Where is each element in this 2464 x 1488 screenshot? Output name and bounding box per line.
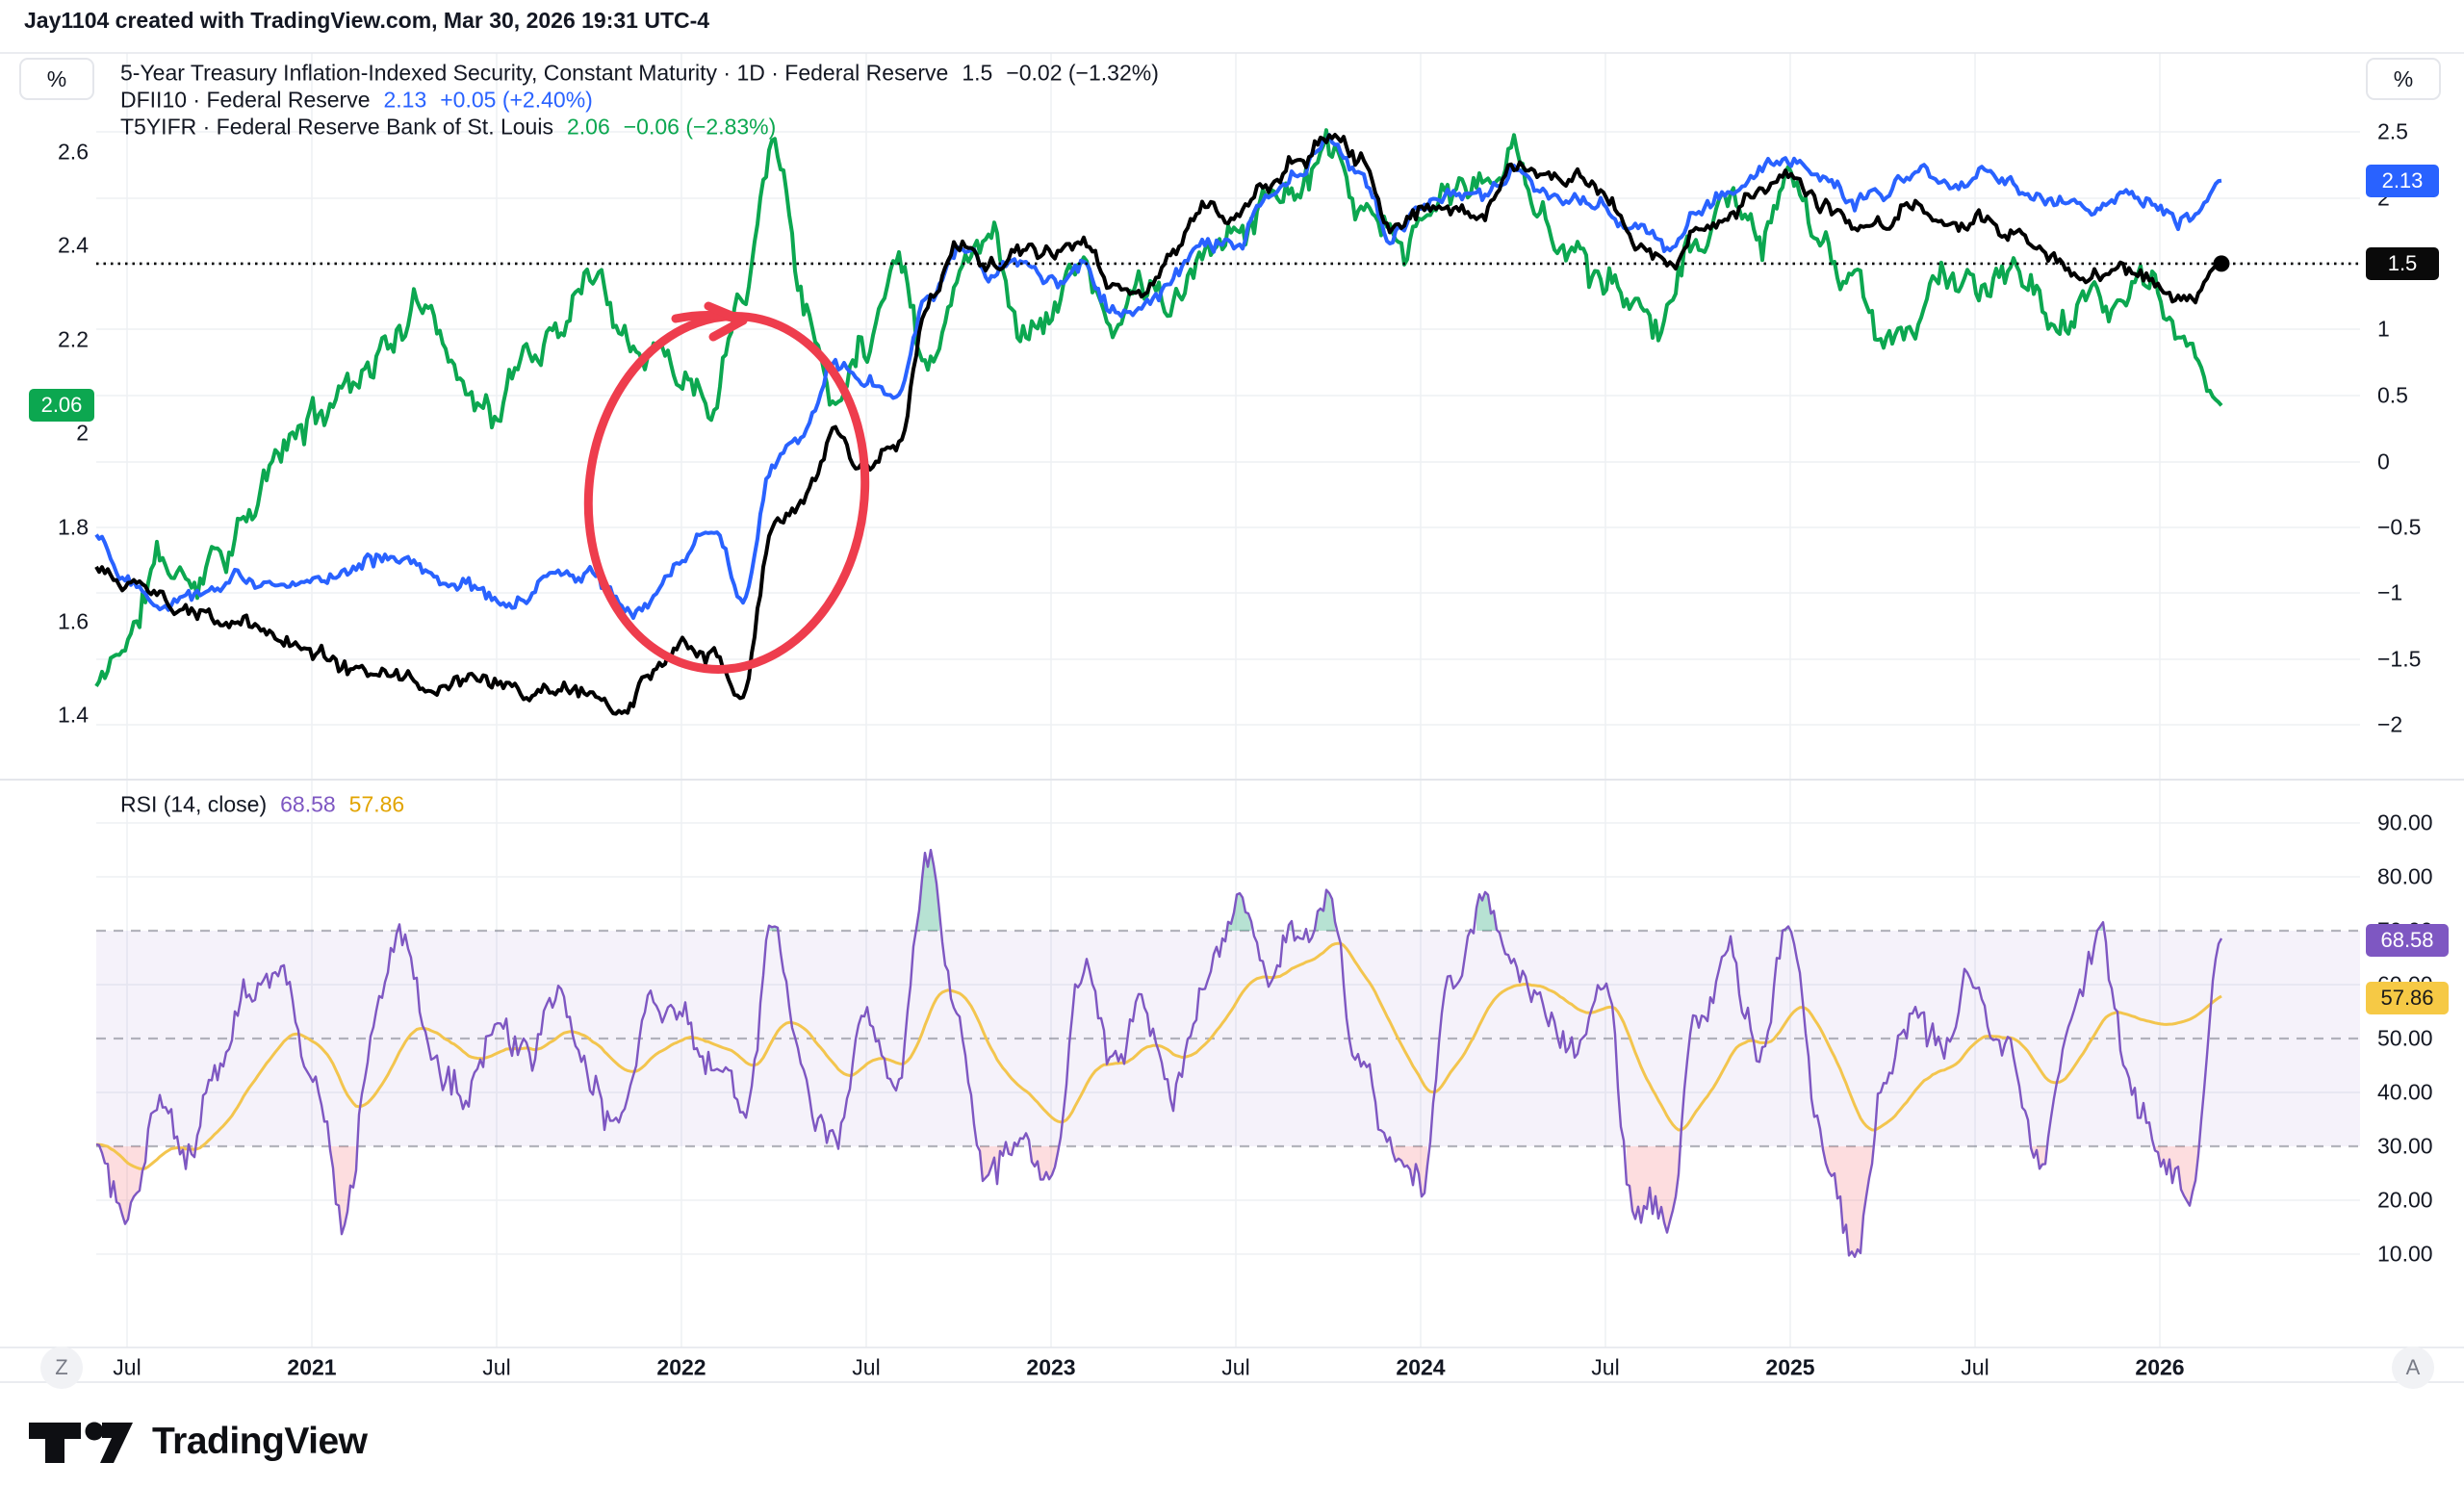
right-axis-tick: −1.5 xyxy=(2377,646,2422,672)
rsi-badge-ma: 57.86 xyxy=(2366,982,2449,1014)
right-axis-tick: −1 xyxy=(2377,579,2403,605)
time-axis-label: Jul xyxy=(852,1354,881,1380)
legend-row-rsi[interactable]: RSI (14, close) 68.58 57.86 xyxy=(120,792,404,818)
legend-title: RSI (14, close) xyxy=(120,791,268,817)
rsi-axis-tick: 20.00 xyxy=(2377,1187,2433,1213)
legend-title: DFII10 · Federal Reserve xyxy=(120,87,371,113)
legend-title: T5YIFR · Federal Reserve Bank of St. Lou… xyxy=(120,114,553,140)
rsi-axis-tick: 50.00 xyxy=(2377,1025,2433,1051)
snapshot-attribution: Jay1104 created with TradingView.com, Ma… xyxy=(24,8,710,33)
legend-row-main-symbol[interactable]: 5-Year Treasury Inflation-Indexed Securi… xyxy=(120,61,1159,87)
time-axis-label: 2023 xyxy=(1026,1354,1076,1380)
time-axis-label: Jul xyxy=(1591,1354,1620,1380)
time-axis-label: 2024 xyxy=(1396,1354,1446,1380)
legend-last-value: 2.13 xyxy=(383,87,427,113)
left-axis-tick: 1.6 xyxy=(58,608,89,634)
time-axis-label: 2021 xyxy=(287,1354,337,1380)
price-badge-main: 1.5 xyxy=(2366,247,2439,280)
legend-change: −0.02 (−1.32%) xyxy=(1006,60,1159,86)
tradingview-logo-icon xyxy=(29,1422,133,1463)
time-axis-label: 2025 xyxy=(1765,1354,1815,1380)
rsi-badge-main: 68.58 xyxy=(2366,924,2449,957)
right-axis-tick: 1 xyxy=(2377,316,2390,342)
legend-change: +0.05 (+2.40%) xyxy=(440,87,593,113)
tradingview-logo-text: TradingView xyxy=(152,1421,368,1462)
rsi-value-ma: 57.86 xyxy=(348,791,405,817)
rsi-value-main: 68.58 xyxy=(280,791,336,817)
rsi-axis-tick: 40.00 xyxy=(2377,1079,2433,1105)
legend-last-value: 2.06 xyxy=(566,114,610,140)
rsi-axis-tick: 10.00 xyxy=(2377,1241,2433,1267)
time-axis-label: Jul xyxy=(1221,1354,1250,1380)
right-axis-tick: −0.5 xyxy=(2377,514,2422,540)
rsi-axis-tick: 80.00 xyxy=(2377,863,2433,889)
left-axis-tick: 2.2 xyxy=(58,326,89,352)
tradingview-logo[interactable]: TradingView xyxy=(27,1419,368,1465)
time-axis-label: Jul xyxy=(482,1354,511,1380)
price-badge-t5yifr: 2.06 xyxy=(29,389,94,422)
auto-scale-button[interactable]: A xyxy=(2392,1347,2434,1389)
legend-title: 5-Year Treasury Inflation-Indexed Securi… xyxy=(120,60,949,86)
legend-row-dfii10[interactable]: DFII10 · Federal Reserve 2.13 +0.05 (+2.… xyxy=(120,88,593,114)
time-axis-label: Jul xyxy=(1961,1354,1989,1380)
left-axis-tick: 2.4 xyxy=(58,232,89,258)
rsi-axis-tick: 90.00 xyxy=(2377,809,2433,835)
right-scale-unit-button[interactable]: % xyxy=(2366,58,2441,100)
left-axis-tick: 2 xyxy=(76,420,89,446)
time-axis-label: Jul xyxy=(113,1354,141,1380)
legend-row-t5yifr[interactable]: T5YIFR · Federal Reserve Bank of St. Lou… xyxy=(120,115,776,141)
left-axis-tick: 2.6 xyxy=(58,139,89,165)
right-axis-tick: −2 xyxy=(2377,711,2403,737)
legend-last-value: 1.5 xyxy=(962,60,993,86)
right-axis-tick: 0.5 xyxy=(2377,382,2408,408)
time-axis-label: 2022 xyxy=(656,1354,706,1380)
left-axis-tick: 1.8 xyxy=(58,514,89,540)
right-axis-tick: 2.5 xyxy=(2377,118,2408,144)
timezone-button[interactable]: Z xyxy=(40,1347,83,1389)
left-axis-tick: 1.4 xyxy=(58,702,89,728)
legend-change: −0.06 (−2.83%) xyxy=(623,114,777,140)
left-scale-unit-button[interactable]: % xyxy=(19,58,94,100)
rsi-axis-tick: 30.00 xyxy=(2377,1133,2433,1159)
price-badge-dfii10: 2.13 xyxy=(2366,165,2439,197)
right-axis-tick: 0 xyxy=(2377,449,2390,475)
time-axis-label: 2026 xyxy=(2135,1354,2185,1380)
